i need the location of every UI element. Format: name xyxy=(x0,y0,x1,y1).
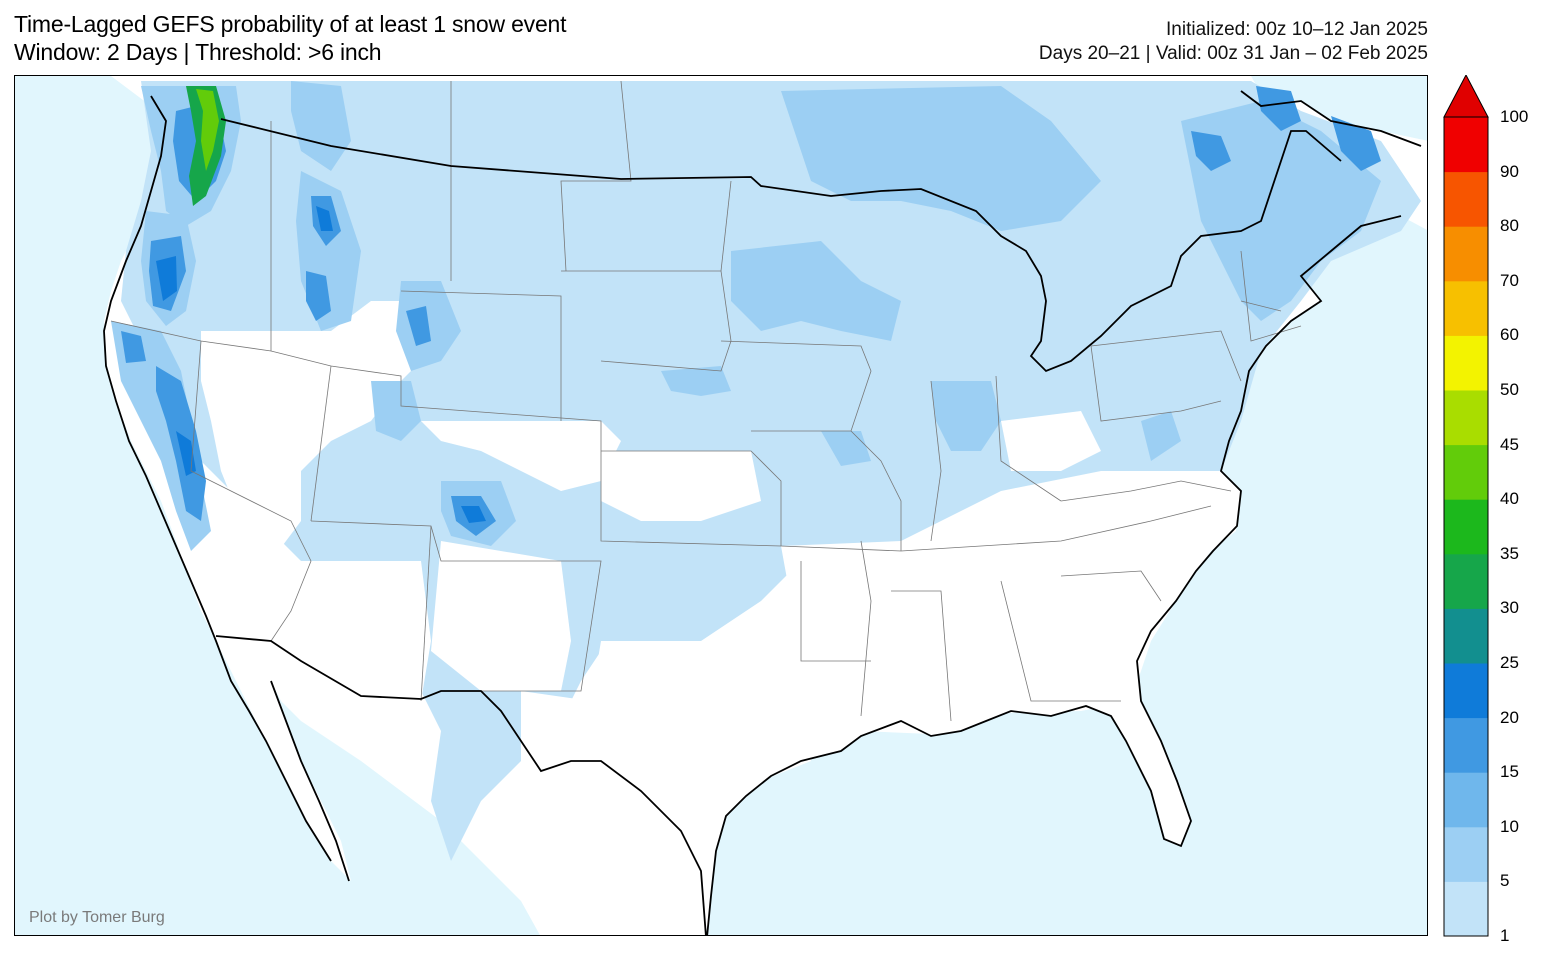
no-signal-areas xyxy=(201,301,1201,881)
map-canvas xyxy=(103,76,1427,935)
colorbar-tick-label: 100 xyxy=(1500,107,1529,126)
colorbar-swatch xyxy=(1444,608,1488,664)
colorbar-tick-label: 90 xyxy=(1500,161,1519,181)
colorbar-swatch xyxy=(1444,553,1488,609)
colorbar-swatch xyxy=(1444,226,1488,282)
colorbar-swatch xyxy=(1444,117,1488,173)
colorbar-tick-label: 40 xyxy=(1500,489,1519,509)
colorbar-tick-label: 1 xyxy=(1500,926,1510,945)
colorbar-swatches xyxy=(1443,75,1489,937)
title-line-2: Window: 2 Days | Threshold: >6 inch xyxy=(14,39,382,65)
colorbar-tick-label: 70 xyxy=(1500,270,1519,290)
colorbar-tick-label: 45 xyxy=(1500,434,1519,454)
colorbar-labels: 1 5 10 15 20 25 30 35 40 45 50 60 70 80 90 100 xyxy=(1500,75,1550,945)
colorbar-swatch xyxy=(1444,717,1488,773)
colorbar-tick-label: 5 xyxy=(1500,871,1510,891)
colorbar-tick-label: 50 xyxy=(1500,380,1519,399)
valid-text: Days 20–21 | Valid: 00z 31 Jan – 02 Feb … xyxy=(1038,43,1428,64)
colorbar-extend-arrow xyxy=(1443,75,1489,118)
colorbar-tick-label: 25 xyxy=(1500,653,1519,672)
colorbar-swatch xyxy=(1444,171,1488,227)
colorbar-tick-label: 10 xyxy=(1500,816,1519,836)
initialized-text: Initialized: 00z 10–12 Jan 2025 xyxy=(1166,19,1428,40)
state-lines xyxy=(110,80,1302,722)
colorbar-swatch xyxy=(1444,826,1488,882)
colorbar-swatch xyxy=(1444,390,1488,446)
colorbar-swatch xyxy=(1444,335,1488,391)
prob-shade-20 xyxy=(156,206,486,523)
colorbar-swatch xyxy=(1444,663,1488,719)
title-line-1: Time-Lagged GEFS probability of at least… xyxy=(14,11,567,37)
colorbar-tick-label: 15 xyxy=(1500,762,1519,782)
title-block: Time-Lagged GEFS probability of at least… xyxy=(14,10,567,66)
colorbar-tick-label: 20 xyxy=(1500,707,1519,727)
plot-credit: Plot by Tomer Burg xyxy=(29,909,165,926)
colorbar-tick-label: 60 xyxy=(1500,325,1519,345)
colorbar-swatch xyxy=(1444,881,1488,937)
colorbar-tick-label: 80 xyxy=(1500,216,1519,236)
colorbar-swatch xyxy=(1444,280,1488,336)
colorbar-tick-label: 30 xyxy=(1500,598,1519,618)
colorbar-outline xyxy=(1443,116,1489,937)
valid-block: Initialized: 00z 10–12 Jan 2025 Days 20–… xyxy=(1039,18,1428,66)
colorbar-swatch xyxy=(1444,772,1488,828)
colorbar-tick-label: 35 xyxy=(1500,543,1519,563)
colorbar-swatch xyxy=(1444,499,1488,555)
colorbar: 1 5 10 15 20 25 30 35 40 45 50 60 70 80 90 100 xyxy=(1442,75,1528,945)
colorbar-swatch xyxy=(1444,444,1488,500)
map-panel: Plot by Tomer Burg xyxy=(14,75,1428,936)
country-borders xyxy=(215,118,1342,935)
coastline xyxy=(103,90,1422,935)
prob-shade-40 xyxy=(196,89,219,171)
